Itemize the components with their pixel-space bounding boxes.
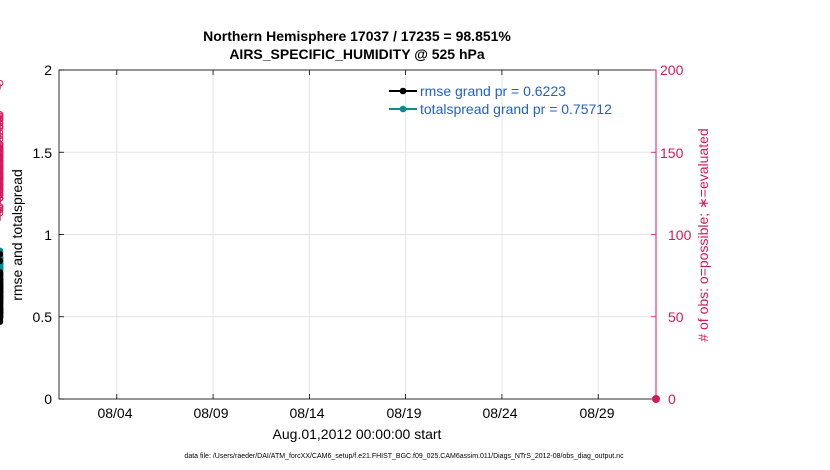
rmse-point [0,311,4,319]
obs-count-markers [0,79,4,266]
obs-possible-marker [0,195,4,202]
obs-possible-marker [0,116,4,123]
obs-possible-marker [0,176,4,184]
chart-title-line2: AIRS_SPECIFIC_HUMIDITY @ 525 hPa [229,46,485,62]
rmse-point [0,257,4,265]
y-tick-label-left: 0.5 [33,309,53,325]
y-tick-label-right: 200 [660,62,684,78]
y-tick-label-left: 1.5 [33,145,53,161]
legend-label-totalspread: totalspread grand pr = 0.75712 [420,101,612,117]
y-tick-label-left: 2 [44,62,52,78]
obs-possible-marker [0,203,4,210]
x-tick-label: 08/24 [482,405,517,421]
obs-possible-marker [0,160,4,168]
obs-possible-marker [0,185,4,192]
legend: rmse grand pr = 0.6223 totalspread grand… [389,83,612,117]
obs-possible-marker [0,140,4,148]
x-axis-label: Aug.01,2012 00:00:00 start [273,426,442,442]
legend-marker-rmse [399,87,407,95]
axis-ticks [59,69,660,403]
y-axis-label-left: rmse and totalspread [9,169,25,301]
obs-possible-marker [0,157,4,164]
rmse-point [0,287,4,294]
obs-possible-marker [0,165,4,172]
x-tick-label: 08/14 [289,405,324,421]
y-tick-label-left: 0 [44,391,52,407]
x-tick-label: 08/19 [386,405,421,421]
obs-possible-marker [0,132,4,140]
obs-possible-marker [0,119,4,126]
obs-possible-marker [0,209,4,217]
obs-possible-marker [0,170,4,177]
chart-title-line1: Northern Hemisphere 17037 / 17235 = 98.8… [203,28,511,44]
obs-possible-marker [0,79,4,87]
y-tick-label-right: 50 [668,309,684,325]
obs-possible-marker [0,190,4,197]
x-tick-label: 08/29 [579,405,614,421]
obs-possible-marker [0,152,4,159]
right-axis-origin-marker [652,395,660,403]
y-axis-label-right: # of obs: o=possible; ∗=evaluated [695,128,711,341]
y-tick-label-left: 1 [44,227,52,243]
obs-possible-marker [0,111,4,118]
obs-possible-marker [0,147,4,154]
legend-marker-totalspread [399,105,407,113]
y-tick-label-right: 100 [668,227,692,243]
x-tick-label: 08/04 [97,405,132,421]
obs-possible-marker [0,124,4,131]
rmse-point [0,251,4,258]
legend-label-rmse: rmse grand pr = 0.6223 [420,83,566,99]
data-file-caption: data file: /Users/raeder/DAI/ATM_forcXX/… [184,453,624,460]
rmse-series [0,251,4,325]
x-tick-label: 08/09 [193,405,228,421]
obs-possible-marker [0,180,4,187]
y-tick-label-right: 0 [668,391,676,407]
y-tick-label-right: 150 [660,145,684,161]
obs-possible-marker [0,129,4,136]
obs-possible-marker [0,135,4,143]
